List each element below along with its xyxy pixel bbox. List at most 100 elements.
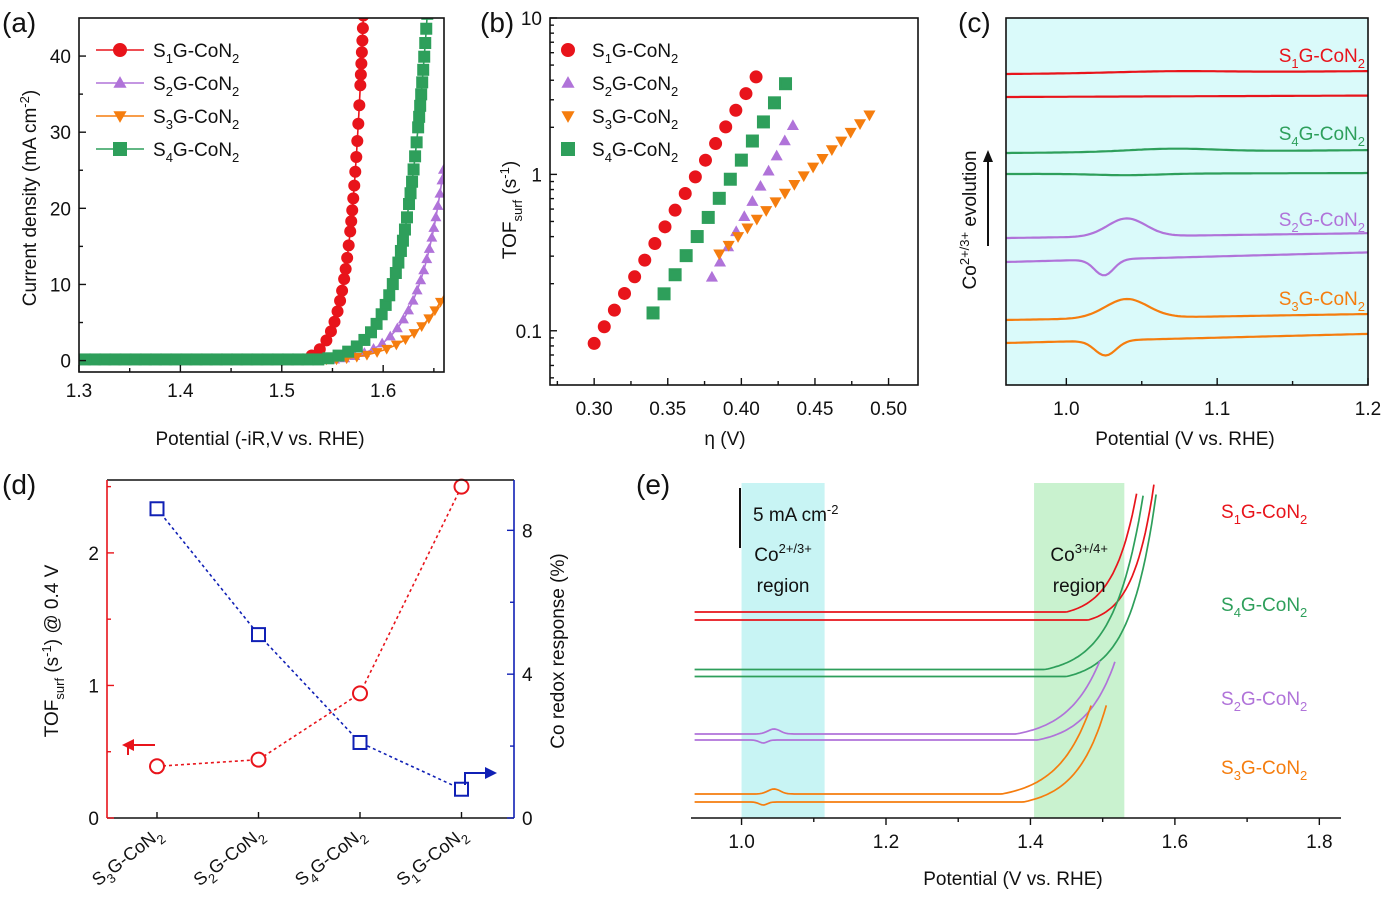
y-left-tick-label: 1 — [88, 676, 99, 697]
data-point-S1 — [719, 120, 733, 134]
panel-b-ylabel: TOFsurf (s-1) — [497, 161, 525, 259]
panel-d-label: (d) — [2, 469, 36, 500]
data-point-S4 — [386, 278, 399, 291]
panel-d-ylabel-right: Co redox response (%) — [548, 553, 569, 748]
data-point-S1 — [688, 170, 702, 184]
panel-b-frame — [549, 17, 919, 386]
data-point-S3 — [750, 214, 763, 226]
right-axis-arrow — [464, 772, 488, 785]
data-point-S4 — [358, 333, 371, 346]
cv-curve-S3-upper — [694, 705, 1092, 795]
data-point-S4 — [398, 223, 411, 236]
data-point-S4 — [392, 256, 405, 269]
y-left-tick-label: 2 — [88, 544, 99, 565]
panel-c-label: (c) — [958, 7, 991, 38]
data-point-S4 — [723, 172, 737, 186]
data-point-S4 — [241, 353, 254, 366]
data-point-S3 — [760, 206, 773, 217]
data-point-S4 — [109, 353, 122, 366]
data-point-S4 — [190, 353, 203, 366]
data-point-S1 — [658, 220, 672, 234]
panel-a-xlabel: Potential (-iR,V vs. RHE) — [155, 429, 364, 450]
x-tick-label: 1.6 — [370, 381, 396, 402]
legend-marker-S4 — [113, 142, 127, 156]
legend-marker-S3 — [113, 111, 127, 123]
data-point-S4 — [394, 244, 407, 257]
data-point-S4 — [396, 234, 409, 247]
data-point-S4 — [200, 353, 213, 366]
data-point-S1 — [351, 134, 364, 147]
x-tick-label: 0.40 — [723, 399, 760, 420]
data-point-S1 — [345, 215, 358, 228]
panel-a-label: (a) — [2, 7, 36, 38]
cv-curve-S4-upper — [1006, 147, 1368, 155]
category-label-S3: S3G-CoN2 — [88, 823, 168, 893]
data-point-S3 — [423, 314, 435, 325]
x-tick-label: 1.4 — [167, 381, 194, 402]
panel-a: (a) 1.3 1.4 1.5 1.6 0 10 20 30 40 S1G-CoN2 S2G-Co… — [2, 7, 445, 450]
panel-a-series — [79, 18, 444, 366]
data-point-S3 — [863, 110, 876, 122]
data-point-S4 — [400, 211, 413, 224]
legend-marker-S1 — [113, 43, 127, 57]
category-label-S4: S4G-CoN2 — [291, 823, 371, 893]
data-point-S4 — [407, 163, 420, 176]
data-point-S2 — [705, 270, 718, 282]
co-redox-point — [149, 501, 165, 517]
x-tick-label: 1.6 — [1162, 832, 1188, 853]
series-line-S2 — [79, 165, 444, 361]
data-point-S4 — [756, 115, 770, 129]
cv-curve-S4-upper — [694, 495, 1144, 671]
scale-bar-label: 5 mA cm-2 — [753, 502, 838, 526]
data-point-S2 — [403, 304, 415, 315]
data-point-S2 — [391, 322, 403, 333]
panel-d: (d) 0 1 2 0 4 8 S3G-CoN2 S2G-CoN2 S4G-CoN2 S1G-Co… — [2, 469, 569, 893]
data-point-S4 — [419, 37, 432, 50]
shaded-background — [1006, 18, 1368, 385]
data-point-S3 — [825, 145, 838, 157]
data-point-S2 — [437, 163, 444, 174]
panel-b-xlabel: η (V) — [704, 429, 745, 450]
data-point-S4 — [370, 317, 383, 330]
curve-label-S4: S4G-CoN2 — [1279, 124, 1365, 149]
legend-label-S4: S4G-CoN2 — [153, 140, 239, 165]
panel-c: (c) S1G-CoN2 S4G-CoN2 S2G-CoN2 S3G-CoN2 1.0… — [957, 7, 1381, 450]
data-point-S4 — [745, 134, 759, 148]
data-point-S4 — [180, 353, 193, 366]
y-right-tick-label: 8 — [522, 521, 533, 542]
data-point-S4 — [389, 266, 402, 279]
data-point-S1 — [356, 22, 369, 35]
series-line-S1 — [79, 18, 365, 361]
data-point-S3 — [769, 197, 782, 209]
data-point-S2 — [754, 179, 767, 191]
data-point-S4 — [410, 136, 423, 149]
data-point-S1 — [338, 273, 351, 286]
cv-curve-S1-lower — [1006, 94, 1368, 99]
data-point-S1 — [320, 334, 333, 347]
curve-label-S2: S2G-CoN2 — [1221, 689, 1307, 714]
data-point-S3 — [390, 340, 402, 351]
data-point-S1 — [628, 270, 642, 284]
data-point-S4 — [701, 210, 715, 224]
data-point-S1 — [350, 150, 363, 163]
data-point-S3 — [835, 136, 848, 148]
data-point-S1 — [607, 303, 621, 317]
data-point-S1 — [354, 79, 367, 92]
data-point-S4 — [403, 198, 416, 211]
data-point-S4 — [734, 153, 748, 167]
x-tick-label: 0.45 — [796, 399, 833, 420]
legend-label-S1: S1G-CoN2 — [592, 41, 678, 66]
data-point-S3 — [399, 335, 411, 346]
data-point-S1 — [668, 203, 682, 217]
legend-marker-S3 — [561, 111, 575, 123]
data-point-S2 — [430, 211, 442, 222]
y-right-tick-label: 4 — [522, 665, 533, 686]
data-point-S1 — [344, 225, 357, 238]
data-point-S4 — [409, 150, 422, 163]
cv-curve-S3-lower — [694, 705, 1108, 806]
evolution-arrowhead — [983, 150, 993, 162]
right-axis-arrowhead — [485, 767, 497, 779]
data-point-S3 — [807, 162, 820, 174]
data-point-S4 — [221, 353, 234, 366]
data-point-S1 — [349, 165, 362, 178]
